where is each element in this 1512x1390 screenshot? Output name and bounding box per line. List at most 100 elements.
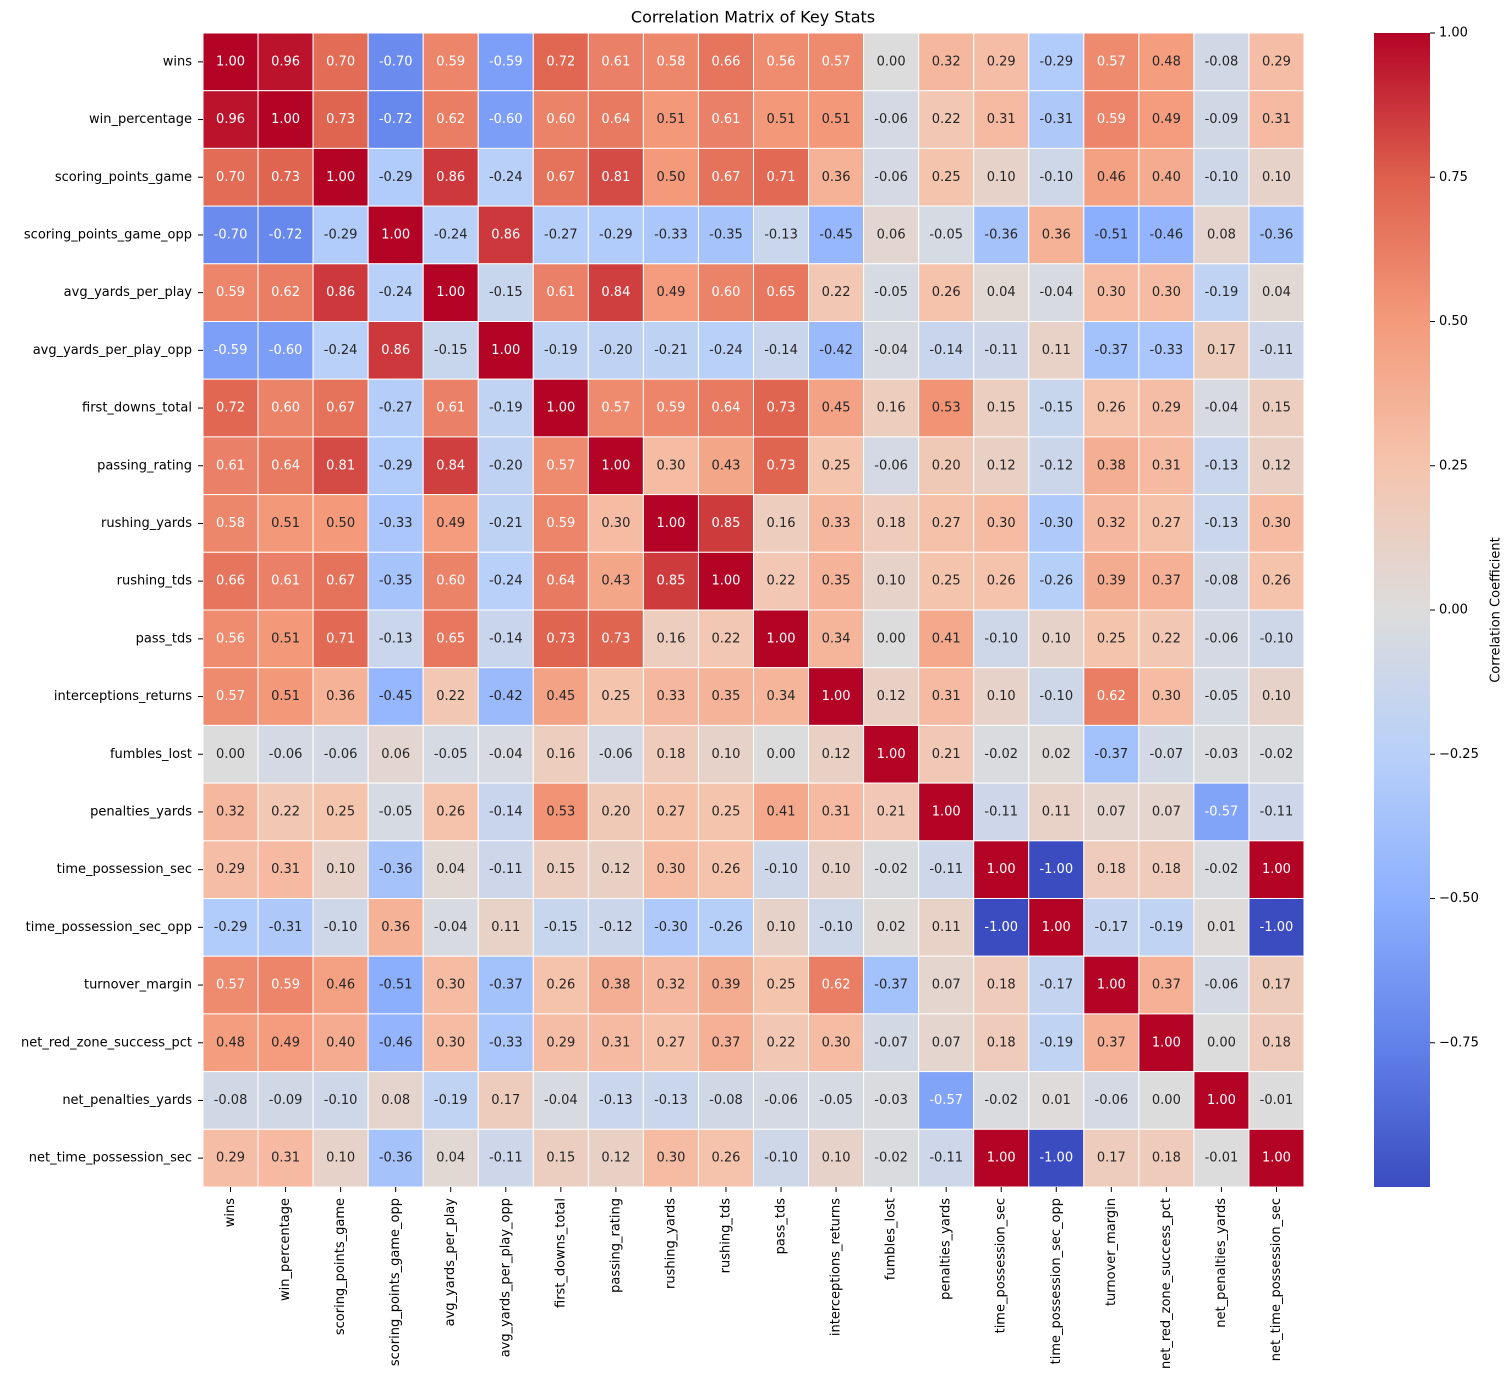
cell-label: 0.86 [436, 170, 465, 185]
cell-label: -1.00 [1039, 862, 1073, 877]
x-tick-label: avg_yards_per_play_opp [498, 1198, 513, 1357]
cell-label: -0.13 [654, 1093, 688, 1108]
cell-label: 0.30 [1262, 516, 1291, 531]
heatmap-cell [1193, 263, 1250, 322]
heatmap-cell [753, 1013, 810, 1073]
cell-label: 0.04 [1262, 285, 1291, 300]
cell-label: 0.48 [216, 1035, 245, 1050]
heatmap-cell [477, 898, 534, 957]
cell-label: -0.29 [1039, 54, 1073, 69]
cell-label: 0.57 [822, 54, 851, 69]
cell-label: -0.14 [764, 343, 798, 358]
cell-label: -0.06 [764, 1093, 798, 1108]
cell-label: 0.96 [271, 54, 300, 69]
cell-label: 0.49 [656, 285, 685, 300]
cell-label: 0.72 [216, 401, 245, 416]
heatmap-cell [312, 1071, 369, 1130]
cell-label: 0.73 [326, 112, 355, 127]
cell-label: -0.57 [929, 1093, 963, 1108]
cell-label: -0.12 [599, 920, 633, 935]
cell-label: -0.02 [1260, 747, 1294, 762]
heatmap-cell [422, 840, 479, 899]
heatmap-cell [642, 263, 699, 322]
y-tick-label: scoring_points_game [55, 170, 192, 185]
heatmap-cell [1028, 840, 1085, 899]
heatmap-cell [918, 436, 975, 496]
cell-label: 0.04 [436, 1151, 465, 1166]
heatmap-cell [1083, 724, 1140, 784]
cell-label: 0.34 [822, 631, 851, 646]
cell-label: 0.67 [546, 170, 575, 185]
heatmap-cell [312, 32, 369, 92]
heatmap-cell [1138, 494, 1195, 553]
heatmap-cell [1248, 1128, 1305, 1188]
heatmap-cell [1083, 667, 1140, 726]
cell-label: 0.11 [1042, 343, 1071, 358]
heatmap-cell [587, 205, 644, 265]
cell-label: -0.19 [1205, 285, 1239, 300]
cell-label: -0.01 [1205, 1151, 1239, 1166]
cell-label: 0.51 [656, 112, 685, 127]
cell-label: 0.67 [711, 170, 740, 185]
cell-label: 0.59 [216, 285, 245, 300]
cell-label: 0.31 [932, 689, 961, 704]
colorbar-tick-label: 0.00 [1439, 603, 1468, 618]
cell-label: 0.31 [1152, 458, 1181, 473]
heatmap-cell [477, 494, 534, 553]
cell-label: 0.49 [271, 1035, 300, 1050]
cell-label: -0.02 [984, 747, 1018, 762]
colorbar-tick-label: −0.50 [1439, 891, 1479, 906]
cell-label: -0.13 [599, 1093, 633, 1108]
cell-label: 0.10 [1262, 170, 1291, 185]
heatmap-cell [422, 90, 479, 149]
cell-label: 1.00 [1152, 1035, 1181, 1050]
cell-label: 0.26 [711, 1151, 740, 1166]
heatmap-cell [753, 90, 810, 149]
heatmap-cell [697, 724, 755, 784]
heatmap-cell [753, 378, 810, 438]
heatmap-cell [1083, 436, 1140, 496]
cell-label: -0.27 [544, 227, 578, 242]
y-tick-label: avg_yards_per_play [64, 285, 193, 300]
cell-label: 0.10 [767, 920, 796, 935]
cell-label: 0.00 [1207, 1035, 1236, 1050]
cell-label: -0.15 [489, 285, 523, 300]
heatmap-cell [808, 378, 865, 438]
heatmap-cell [642, 90, 699, 149]
cell-label: 0.45 [546, 689, 575, 704]
cell-label: 1.00 [1042, 920, 1071, 935]
cell-label: -0.36 [379, 1151, 413, 1166]
heatmap-cell [863, 321, 920, 380]
cell-label: 0.00 [877, 631, 906, 646]
heatmap-cell [808, 1128, 865, 1188]
cell-label: 0.38 [1097, 458, 1126, 473]
heatmap-cell [422, 147, 479, 207]
cell-label: 0.27 [656, 1035, 685, 1050]
cell-label: 0.22 [1152, 631, 1181, 646]
cell-label: 0.16 [656, 631, 685, 646]
heatmap-cell [587, 840, 644, 899]
cell-label: 0.72 [546, 54, 575, 69]
cell-label: -0.04 [874, 343, 908, 358]
cell-label: 0.17 [1207, 343, 1236, 358]
heatmap-cell [1083, 205, 1140, 265]
cell-label: 0.26 [711, 862, 740, 877]
colorbar-tick-label: −0.75 [1439, 1035, 1479, 1050]
y-tick-label: turnover_margin [84, 978, 192, 993]
cell-label: 0.12 [987, 458, 1016, 473]
heatmap-cell [1248, 436, 1305, 496]
cell-label: 0.57 [216, 689, 245, 704]
cell-label: -0.29 [379, 170, 413, 185]
cell-label: -0.33 [1150, 343, 1184, 358]
heatmap-cell [918, 551, 975, 611]
y-tick-label: net_time_possession_sec [29, 1151, 192, 1166]
colorbar-tick-label: 0.25 [1439, 458, 1468, 473]
x-tick-label: net_time_possession_sec [1269, 1198, 1284, 1361]
heatmap-cell [863, 609, 920, 669]
cell-label: 0.33 [656, 689, 685, 704]
cell-label: -0.10 [1260, 631, 1294, 646]
cell-label: 0.32 [216, 804, 245, 819]
cell-label: 0.57 [216, 978, 245, 993]
cell-label: 0.59 [271, 978, 300, 993]
heatmap-cell [202, 32, 259, 92]
